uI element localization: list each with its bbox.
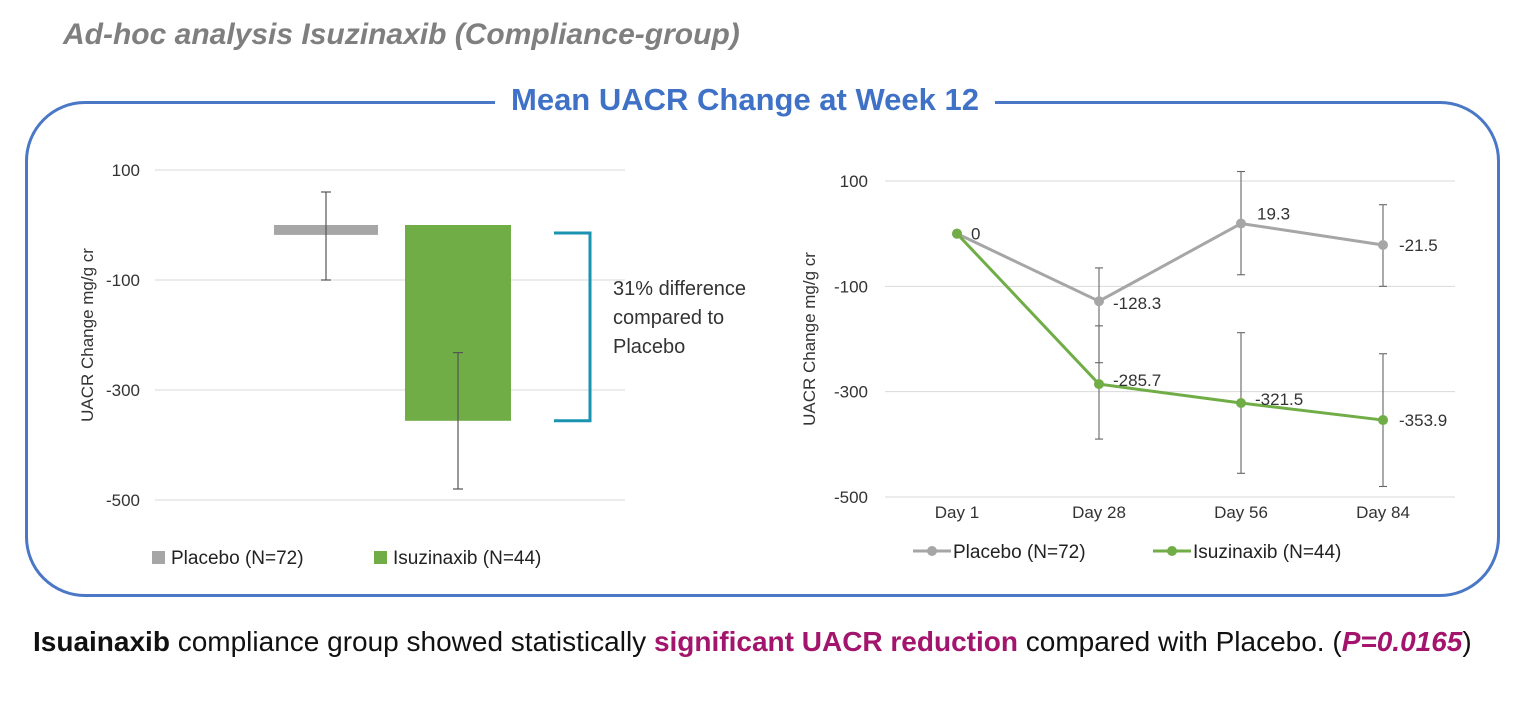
panel-title: Mean UACR Change at Week 12: [495, 82, 995, 118]
charts-canvas: 100 -100 -300 -500 UACR Change mg/g cr Placeb…: [78, 161, 1455, 569]
line-series-isuzinaxib: [955, 232, 1384, 422]
difference-bracket: [554, 231, 592, 423]
line-data-label: -128.3: [1113, 294, 1161, 313]
line-data-label: 19.3: [1257, 205, 1290, 224]
footer-drug-name: Isuainaxib: [33, 626, 170, 657]
line-point-isuzinaxib: [1094, 379, 1104, 390]
footer-text-1: compliance group showed statistically: [169, 626, 654, 657]
line-point-placebo: [1378, 239, 1388, 250]
line-series-placebo: [956, 221, 1384, 303]
footer-highlight: significant UACR reduction: [653, 626, 1018, 657]
line-data-label: 0: [971, 225, 980, 244]
line-legend-label: Placebo (N=72): [953, 542, 1086, 563]
bar-y-tick-label: -300: [106, 381, 140, 400]
line-point-isuzinaxib: [952, 228, 962, 239]
line-x-tick-label: Day 84: [1356, 503, 1410, 522]
line-legend-marker: [927, 546, 937, 556]
line-point-isuzinaxib: [1236, 397, 1246, 408]
bar-y-tick-label: -100: [106, 271, 140, 290]
bar-y-tick-label: -500: [106, 491, 140, 510]
footer-statement: Isuainaxib compliance group showed stati…: [33, 624, 1503, 660]
line-data-label: -321.5: [1255, 390, 1303, 409]
line-y-axis-label: UACR Change mg/g cr: [800, 252, 819, 426]
footer-p-value: P=0.0165: [1341, 626, 1463, 657]
page-title: Ad-hoc analysis Isuzinaxib (Compliance-g…: [63, 18, 740, 51]
bar-legend-label: Placebo (N=72): [171, 548, 304, 569]
difference-annotation: 31% difference compared to Placebo: [613, 278, 747, 358]
line-y-tick-label: -500: [834, 488, 868, 507]
footer-text-2: compared with Placebo. (: [1017, 626, 1342, 657]
line-data-label: -285.7: [1113, 371, 1161, 390]
bar-legend-label: Isuzinaxib (N=44): [393, 548, 541, 569]
line-point-isuzinaxib: [1378, 415, 1388, 426]
line-y-tick-label: -100: [834, 277, 868, 296]
bar-y-tick-label: 100: [112, 161, 140, 180]
line-legend-marker: [1167, 546, 1177, 556]
line-legend-label: Isuzinaxib (N=44): [1193, 542, 1341, 563]
line-y-tick-label: -300: [834, 383, 868, 402]
bar-legend-swatch: [152, 551, 165, 564]
line-point-placebo: [1094, 296, 1104, 307]
line-data-label: -21.5: [1399, 236, 1438, 255]
bar-legend-swatch: [374, 551, 387, 564]
line-x-tick-label: Day 56: [1214, 503, 1268, 522]
bar-y-axis-label: UACR Change mg/g cr: [78, 248, 97, 422]
line-x-tick-label: Day 1: [935, 503, 979, 522]
line-point-placebo: [1236, 218, 1246, 229]
footer-text-3: ): [1462, 626, 1472, 657]
line-y-tick-label: 100: [840, 172, 868, 191]
line-data-label: -353.9: [1399, 411, 1447, 430]
line-x-tick-label: Day 28: [1072, 503, 1126, 522]
